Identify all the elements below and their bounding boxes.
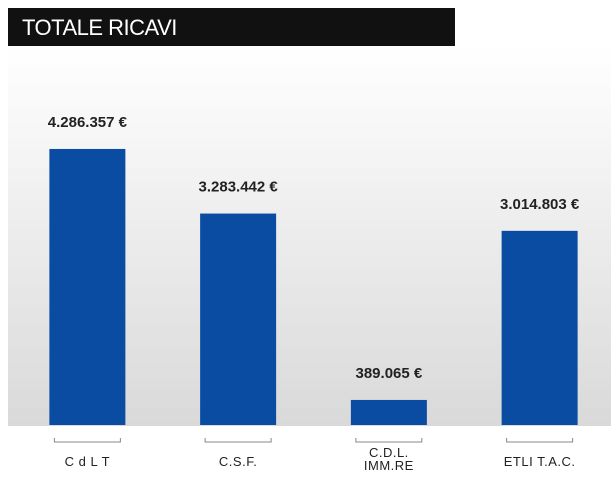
value-label: 389.065 € xyxy=(356,365,423,382)
value-label: 3.283.442 € xyxy=(199,179,279,196)
bar xyxy=(501,230,578,425)
category-bracket xyxy=(53,438,121,443)
value-label: 3.014.803 € xyxy=(500,196,580,213)
x-tick-label: C.D.L. IMM.RE xyxy=(363,445,414,473)
chart-title: TOTALE RICAVI xyxy=(8,8,455,46)
category-bracket xyxy=(204,438,272,443)
bar xyxy=(49,148,126,425)
bar xyxy=(200,213,277,425)
x-tick-label: C.S.F. xyxy=(218,454,258,469)
x-tick-label: C d L T xyxy=(64,454,111,469)
category-bracket xyxy=(355,438,423,443)
x-tick-label: ETLI T.A.C. xyxy=(503,454,576,469)
bar xyxy=(350,399,427,425)
value-label: 4.286.357 € xyxy=(48,114,128,131)
category-bracket xyxy=(506,438,574,443)
